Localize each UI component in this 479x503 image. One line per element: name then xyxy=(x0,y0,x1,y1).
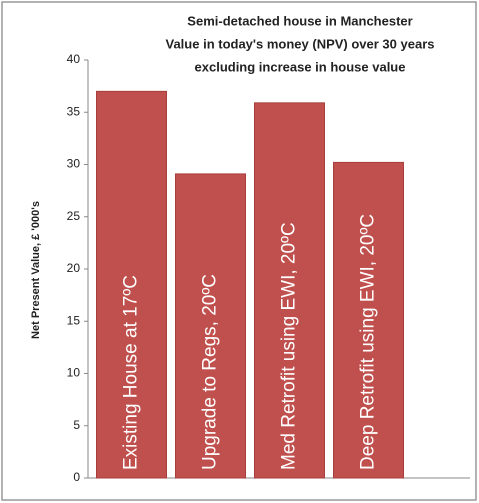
category-label: Existing House at 17ºC xyxy=(121,275,142,470)
category-label: Med Retrofit using EWI, 20ºC xyxy=(279,222,300,470)
y-tick-label: 15 xyxy=(67,313,81,327)
category-label: Upgrade to Regs, 20ºC xyxy=(200,274,221,470)
bar xyxy=(254,102,325,479)
y-axis-title: Net Present Value, £ '000's xyxy=(30,201,42,339)
bar xyxy=(96,90,167,479)
bar xyxy=(333,161,404,479)
y-tick-label: 40 xyxy=(67,52,81,66)
y-tick-label: 25 xyxy=(67,209,81,223)
y-tick-label: 0 xyxy=(73,470,80,484)
y-tick-label: 5 xyxy=(73,418,80,432)
chart-title: Semi-detached house in Manchester xyxy=(187,13,412,28)
y-tick-label: 30 xyxy=(67,157,81,171)
y-tick-label: 35 xyxy=(67,104,81,118)
chart-title: Value in today's money (NPV) over 30 yea… xyxy=(166,36,435,51)
y-tick-label: 20 xyxy=(67,261,81,275)
category-label: Deep Retrofit using EWI, 20ºC xyxy=(358,214,379,470)
y-tick-label: 10 xyxy=(67,366,81,380)
bar xyxy=(175,173,246,479)
chart-title: excluding increase in house value xyxy=(195,59,406,74)
